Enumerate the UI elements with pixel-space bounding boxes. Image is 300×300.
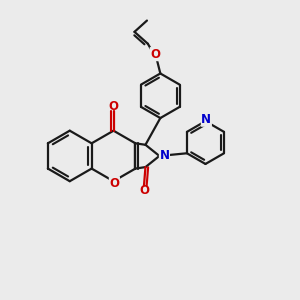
Text: N: N: [201, 113, 211, 126]
Text: O: O: [139, 184, 149, 197]
Text: N: N: [159, 149, 170, 162]
Text: O: O: [109, 100, 118, 112]
Text: O: O: [110, 177, 119, 190]
Text: O: O: [150, 48, 160, 61]
